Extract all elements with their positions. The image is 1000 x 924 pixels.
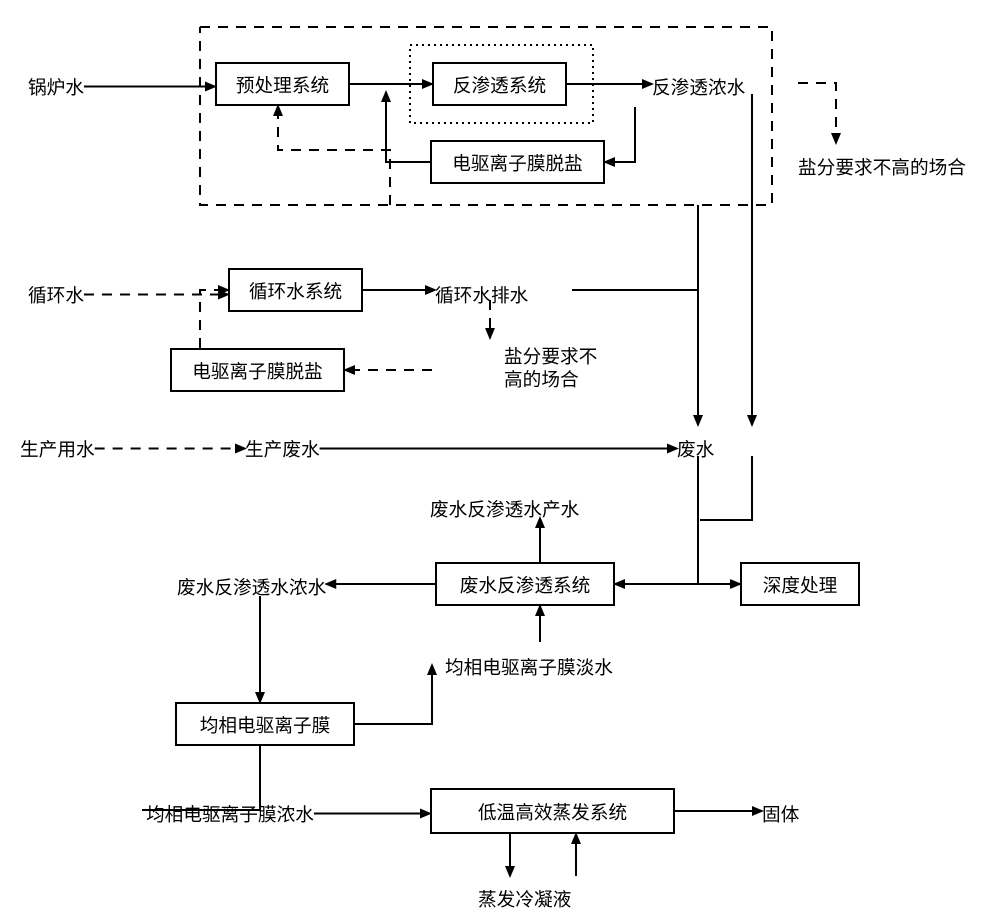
label-solid: 固体	[762, 800, 799, 827]
label-condensate: 蒸发冷凝液	[478, 885, 571, 912]
label-homog-concentrate: 均相电驱离子膜浓水	[146, 800, 314, 827]
box-cycling-system: 循环水系统	[228, 268, 363, 312]
edge-homog-dilute-out	[355, 665, 432, 724]
edge-edi-mid-to-cycsys	[200, 290, 228, 348]
label-ro-concentrate: 反渗透浓水	[652, 73, 745, 100]
box-evaporator-label: 低温高效蒸发系统	[478, 798, 627, 825]
flowchart-stage: 预处理系统 反渗透系统 电驱离子膜脱盐 循环水系统 电驱离子膜脱盐 深度处理 废…	[0, 0, 1000, 924]
box-homog-edi-label: 均相电驱离子膜	[200, 711, 331, 738]
box-deep-treatment: 深度处理	[740, 562, 860, 606]
label-homog-dilute: 均相电驱离子膜淡水	[445, 653, 613, 680]
label-prod-wastewater: 生产废水	[245, 435, 320, 462]
box-pretreatment: 预处理系统	[215, 62, 350, 106]
box-edi-top-label: 电驱离子膜脱盐	[452, 149, 583, 176]
edge-roconc-merge-ww	[700, 456, 752, 520]
edge-feedback-outer	[278, 106, 390, 205]
box-evaporator: 低温高效蒸发系统	[430, 788, 675, 834]
box-cycling-system-label: 循环水系统	[249, 277, 342, 304]
box-ww-ro-system: 废水反渗透系统	[435, 562, 615, 606]
box-edi-top: 电驱离子膜脱盐	[430, 140, 605, 184]
label-prod-water: 生产用水	[20, 435, 95, 462]
label-ww-ro-concentrate: 废水反渗透水浓水	[177, 573, 326, 600]
edges-layer	[0, 0, 1000, 924]
label-ww-ro-permeate: 废水反渗透水产水	[430, 495, 579, 522]
box-deep-treatment-label: 深度处理	[763, 571, 838, 598]
box-ro-system: 反渗透系统	[432, 62, 567, 106]
label-cycling-discharge: 循环水排水	[435, 281, 528, 308]
label-cycling-water: 循环水	[28, 281, 84, 308]
box-ro-system-label: 反渗透系统	[453, 71, 546, 98]
edge-concentrate-branch-right	[798, 83, 836, 143]
edge-edi-top-feedback	[386, 92, 430, 162]
label-wastewater: 废水	[677, 435, 719, 462]
label-boiler-water: 锅炉水	[28, 73, 84, 100]
box-edi-mid: 电驱离子膜脱盐	[170, 348, 345, 392]
box-edi-mid-label: 电驱离子膜脱盐	[192, 357, 323, 384]
edge-wastewater-down	[698, 456, 740, 584]
label-low-salt-top: 盐分要求不高的场合	[798, 153, 966, 180]
box-homog-edi: 均相电驱离子膜	[175, 702, 355, 746]
box-ww-ro-system-label: 废水反渗透系统	[460, 571, 591, 598]
box-pretreatment-label: 预处理系统	[236, 71, 329, 98]
edge-ro-to-edi-top	[605, 107, 635, 162]
label-low-salt-mid: 盐分要求不高的场合	[504, 346, 597, 393]
